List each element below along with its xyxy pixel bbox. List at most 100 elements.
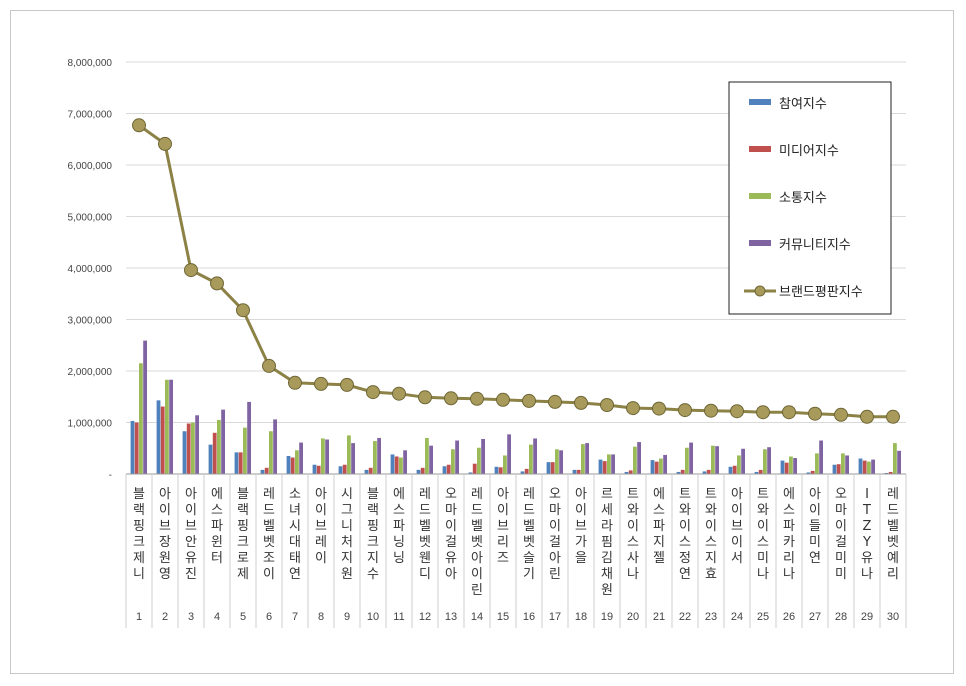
brand-line — [132, 118, 900, 424]
legend-swatch — [749, 240, 771, 246]
bar — [472, 463, 477, 474]
bar — [871, 459, 875, 474]
category-index: 18 — [575, 611, 587, 623]
category-index: 11 — [393, 611, 404, 623]
brand-point — [548, 394, 562, 409]
brand-point — [886, 409, 900, 424]
bar — [390, 454, 395, 474]
bar — [602, 461, 607, 475]
brand-point — [652, 401, 666, 416]
brand-point — [184, 263, 198, 278]
bar — [182, 431, 187, 474]
bar — [420, 467, 425, 474]
brand-point — [626, 401, 640, 416]
bar — [347, 435, 351, 475]
bar — [832, 464, 837, 474]
bar — [685, 447, 689, 474]
bar — [321, 438, 325, 474]
bar — [732, 465, 737, 474]
bar — [217, 419, 221, 474]
category-index: 9 — [344, 611, 350, 623]
bar — [338, 466, 343, 474]
legend-label: 참여지수 — [779, 97, 827, 112]
bar — [451, 449, 455, 474]
bar — [897, 450, 901, 474]
category-index: 30 — [887, 611, 899, 623]
bar — [342, 464, 347, 474]
brand-point — [210, 276, 224, 291]
bar — [789, 456, 793, 474]
bar — [737, 455, 741, 474]
bar — [269, 431, 273, 474]
brand-point — [314, 376, 328, 391]
bar — [234, 452, 239, 474]
bars — [130, 340, 901, 475]
category-index: 10 — [367, 611, 379, 623]
bar — [867, 461, 871, 474]
bar — [585, 443, 589, 474]
bar — [260, 469, 265, 474]
bar — [689, 442, 693, 474]
bar — [767, 447, 771, 474]
brand-point — [366, 385, 380, 400]
bar — [836, 464, 841, 474]
bar — [706, 469, 711, 474]
category-index: 1 — [136, 611, 142, 623]
category-index: 17 — [549, 611, 561, 623]
bar — [160, 406, 165, 474]
bar — [243, 427, 247, 474]
bar — [416, 469, 421, 474]
legend-label: 소통지수 — [779, 191, 827, 206]
bar — [884, 472, 889, 474]
category-index: 5 — [240, 611, 246, 623]
bar — [520, 471, 525, 474]
bar — [893, 443, 897, 474]
y-tick-label: 5,000,000 — [68, 213, 113, 224]
category-index: 12 — [419, 611, 431, 623]
bar — [494, 466, 499, 474]
bar — [429, 445, 433, 474]
category-index: 26 — [783, 611, 795, 623]
y-axis: - 1,000,000 2,000,000 3,000,000 4,000,000 5,0… — [68, 58, 113, 481]
legend-marker — [754, 285, 766, 297]
bar — [680, 469, 685, 474]
bar — [624, 471, 629, 474]
bar — [247, 401, 251, 474]
bar — [290, 457, 295, 474]
category-index: 13 — [445, 611, 457, 623]
y-tick-label: 4,000,000 — [68, 264, 113, 275]
bar — [555, 449, 559, 474]
bar — [637, 442, 641, 474]
bar — [598, 459, 603, 474]
brand-point — [496, 392, 510, 407]
bar — [715, 446, 719, 474]
legend-label: 브랜드평판지수 — [779, 285, 863, 300]
bar — [663, 454, 667, 474]
bar — [758, 469, 763, 474]
category-index: 4 — [214, 611, 220, 623]
bar — [455, 440, 459, 474]
brand-point — [678, 403, 692, 418]
category-index: 28 — [835, 611, 847, 623]
bar — [654, 461, 659, 474]
category-index: 19 — [601, 611, 613, 623]
brand-point — [808, 406, 822, 421]
bar — [156, 400, 161, 474]
bar — [212, 432, 217, 474]
y-tick-label: 3,000,000 — [68, 316, 113, 327]
brand-point — [340, 377, 354, 392]
brand-point — [132, 118, 146, 133]
